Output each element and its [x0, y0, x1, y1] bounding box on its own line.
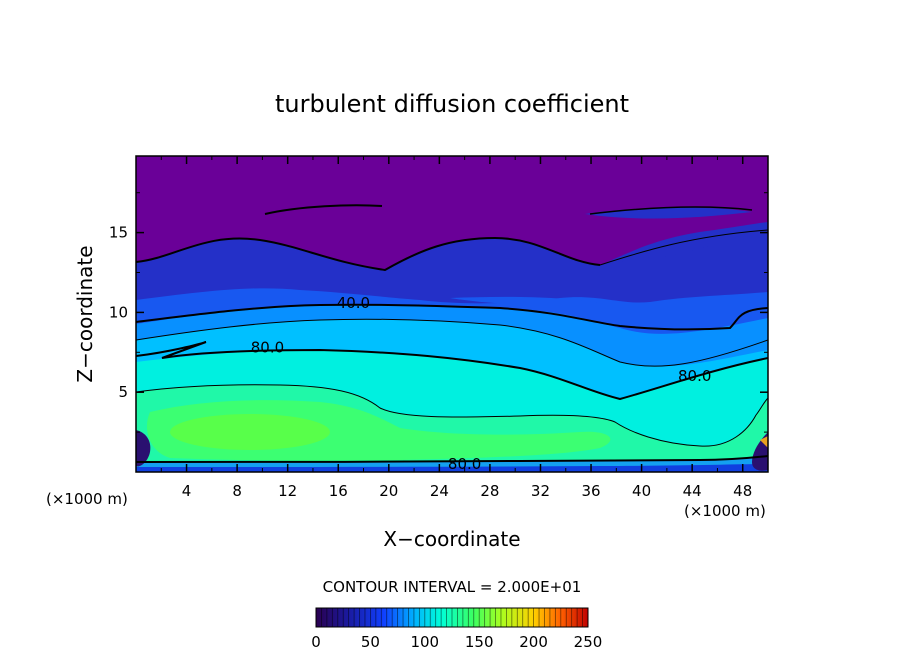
contour-label: 80.0	[251, 339, 284, 357]
contour-interval-text: CONTOUR INTERVAL = 2.000E+01	[323, 578, 582, 596]
contour-line-streak	[264, 204, 383, 215]
x-tick-label: 20	[379, 482, 398, 500]
plot-frame	[135, 155, 769, 473]
x-tick-label: 24	[430, 482, 449, 500]
x-tick-label: 44	[683, 482, 702, 500]
field-artifact-right-orange	[760, 436, 768, 448]
x-tick-label: 8	[232, 482, 242, 500]
field-streak-right2	[620, 236, 740, 262]
x-tick-label: 16	[329, 482, 348, 500]
contour-line-80	[136, 341, 768, 401]
contour-line-upper2	[599, 229, 768, 266]
colorbar-tick-label: 50	[361, 633, 380, 651]
x-tick-label: 32	[531, 482, 550, 500]
y-axis-label: Z−coordinate	[73, 245, 97, 382]
colorbar-ticks: 0 50 100 150 200 250	[311, 633, 602, 651]
contour-line-bottom	[136, 455, 768, 463]
colorbar-tick-label: 100	[410, 633, 439, 651]
colorbar-tick-label: 250	[574, 633, 603, 651]
contour-labels: 40.0 80.0 80.0 80.0	[251, 294, 712, 473]
contour-label: 40.0	[337, 294, 370, 312]
colorbar-tick-label: 0	[311, 633, 321, 651]
y-axis-ticks: 5 10 15	[109, 192, 768, 433]
x-axis-unit-left: (×1000 m)	[46, 490, 128, 508]
field-band-bottom2	[136, 464, 768, 472]
colorbar-stripes	[321, 608, 583, 627]
colorbar-tick-label: 200	[519, 633, 548, 651]
field-core-brightgreen	[170, 414, 330, 450]
contour-label: 80.0	[448, 455, 481, 473]
contour-line-streak-right	[589, 206, 753, 215]
x-tick-label: 40	[632, 482, 651, 500]
contour-label: 80.0	[678, 367, 711, 385]
x-tick-label: 36	[581, 482, 600, 500]
x-tick-label: 12	[278, 482, 297, 500]
x-axis-label: X−coordinate	[383, 527, 520, 551]
y-tick-label: 10	[109, 303, 128, 321]
x-axis-ticks: 4 8 12 16 20 24 28 32 36 40 44 48	[160, 156, 752, 500]
field-artifact-left	[136, 430, 151, 467]
contour-line-40	[136, 303, 768, 331]
x-tick-label: 4	[182, 482, 192, 500]
contour-lines	[136, 204, 768, 463]
field-streak-upper	[265, 205, 382, 215]
field-patch-mid	[450, 296, 600, 305]
contour-line-100	[136, 384, 768, 447]
contour-field	[136, 156, 768, 472]
contour-line-60	[136, 318, 768, 367]
contour-line-upper	[136, 236, 601, 272]
x-tick-label: 28	[480, 482, 499, 500]
y-tick-label: 5	[118, 383, 128, 401]
x-axis-unit-right: (×1000 m)	[684, 502, 766, 520]
chart-title: turbulent diffusion coefficient	[275, 90, 629, 118]
x-tick-label: 48	[733, 482, 752, 500]
y-tick-label: 15	[109, 224, 128, 242]
colorbar-tick-label: 150	[465, 633, 494, 651]
